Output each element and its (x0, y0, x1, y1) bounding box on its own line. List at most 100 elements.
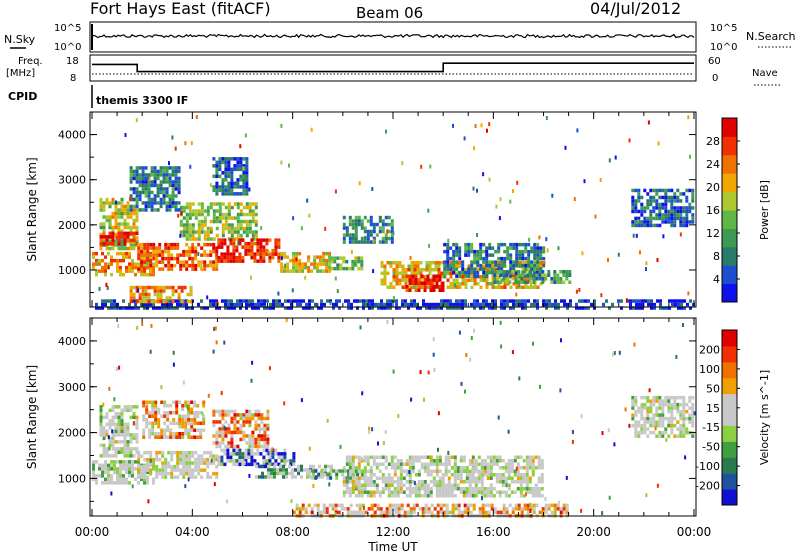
echo-cell (239, 167, 243, 172)
echo-cell (476, 249, 480, 254)
echo-cell (220, 241, 224, 246)
echo-cell (149, 302, 152, 307)
echo-cell (253, 462, 257, 467)
echo-cell (185, 299, 188, 303)
echo-cell (467, 249, 471, 254)
echo-cell (308, 472, 312, 477)
echo-cell (126, 204, 130, 209)
noise-panel-frame (89, 21, 697, 53)
cpid-label: CPID (8, 90, 37, 103)
echo-cell (640, 220, 644, 224)
echo-cell (239, 164, 243, 168)
echo-cell (360, 483, 364, 487)
echo-cell (516, 462, 520, 466)
echo-cell (92, 463, 95, 468)
echo-cell (667, 213, 671, 217)
echo-cell (101, 470, 104, 475)
echo-cell (314, 302, 317, 307)
echo-cell (640, 430, 644, 435)
echo-cell (537, 455, 541, 459)
echo-cell (357, 266, 361, 271)
echo-cell (414, 459, 418, 463)
echo-cell (395, 282, 399, 286)
echo-cell (528, 487, 532, 491)
echo-cell (171, 169, 175, 174)
echo-cell (155, 263, 159, 268)
echo-cell (304, 265, 308, 270)
echo-cell (245, 171, 249, 175)
echo-cell (410, 285, 414, 289)
echo-cell (156, 194, 160, 198)
echo-cell (438, 480, 442, 484)
echo-cell (408, 473, 412, 477)
echo-cell (286, 262, 290, 266)
echo-cell (293, 299, 296, 303)
scatter-cell (371, 187, 374, 191)
echo-cell (676, 216, 680, 221)
echo-cell (313, 265, 317, 270)
scatter-cell (386, 229, 389, 234)
echo-cell (530, 285, 534, 289)
echo-cell (203, 216, 207, 220)
echo-cell (239, 226, 243, 231)
echo-cell (101, 481, 104, 485)
echo-cell (301, 269, 305, 273)
echo-cell (145, 411, 149, 415)
echo-cell (679, 209, 683, 214)
echo-cell (202, 404, 206, 408)
echo-cell (388, 503, 392, 508)
nave-tick-bottom: 0 (712, 73, 718, 84)
scatter-cell (102, 402, 105, 407)
echo-cell (691, 434, 695, 438)
echo-cell (387, 215, 391, 220)
echo-cell (427, 510, 431, 515)
echo-cell (164, 475, 168, 479)
scatter-cell (285, 318, 288, 323)
echo-cell (452, 306, 455, 310)
echo-cell (168, 204, 172, 209)
colorbar-tick-label: 28 (706, 135, 720, 148)
echo-cell (369, 469, 373, 473)
echo-cell (144, 296, 148, 300)
echo-cell (111, 405, 115, 409)
echo-cell (265, 459, 269, 463)
echo-cell (420, 281, 424, 285)
echo-cell (652, 206, 656, 210)
colorbar-segment (722, 154, 737, 174)
echo-cell (641, 306, 644, 310)
echo-cell (250, 462, 254, 467)
echo-cell (230, 185, 234, 189)
echo-cell (643, 430, 647, 435)
echo-cell (188, 246, 192, 250)
echo-cell (218, 444, 222, 449)
echo-cell (369, 466, 373, 470)
echo-cell (411, 490, 415, 494)
echo-cell (266, 444, 270, 449)
echo-cell (387, 236, 391, 241)
echo-cell (344, 469, 348, 473)
echo-cell (200, 306, 203, 310)
echo-cell (387, 483, 391, 487)
echo-cell (114, 215, 118, 219)
echo-cell (330, 256, 334, 260)
echo-cell (144, 187, 148, 191)
echo-cell (468, 473, 472, 477)
echo-cell (128, 463, 131, 468)
echo-cell (357, 483, 361, 487)
echo-cell (170, 253, 174, 257)
echo-cell (141, 166, 145, 170)
echo-cell (458, 282, 462, 286)
scatter-cell (180, 211, 183, 216)
echo-cell (522, 466, 526, 470)
echo-cell (224, 427, 228, 431)
scatter-cell (308, 446, 311, 451)
echo-cell (635, 302, 638, 307)
echo-cell (257, 427, 261, 431)
colorbar-segment (722, 345, 737, 363)
echo-cell (519, 473, 523, 477)
echo-cell (245, 302, 248, 307)
echo-cell (538, 270, 542, 274)
echo-cell (129, 173, 133, 177)
echo-cell (123, 231, 127, 236)
echo-cell (363, 476, 367, 480)
